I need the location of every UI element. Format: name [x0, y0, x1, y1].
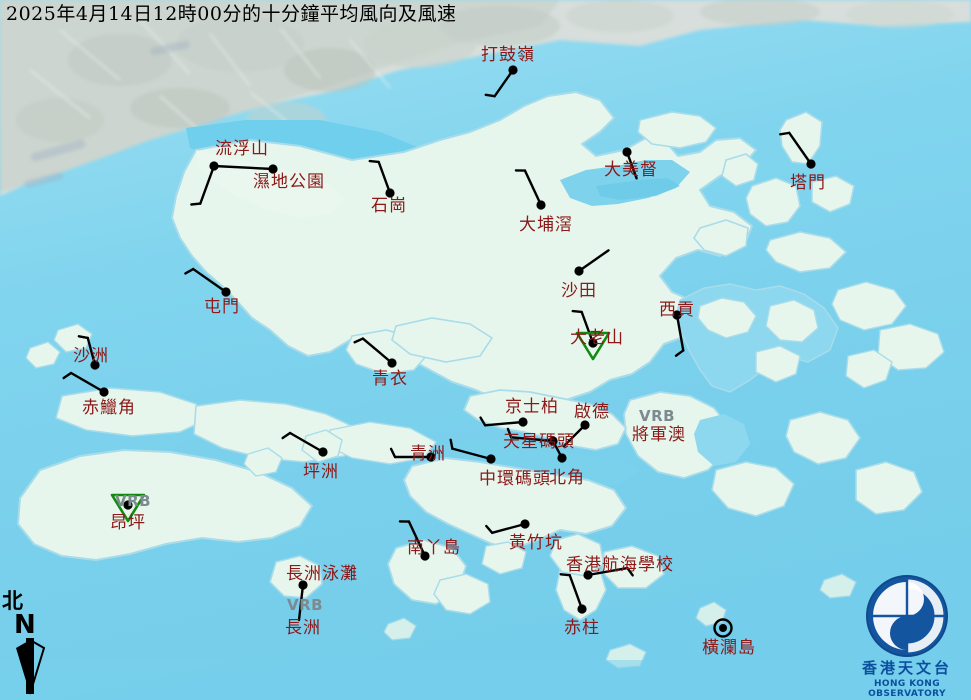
- station-label-shek-kong: 石崗: [371, 196, 407, 216]
- chek-lap-kok-airport: [55, 387, 208, 437]
- vrb-label-tseung-kwan-o: VRB: [639, 407, 676, 425]
- station-label-wong-chuk-hang: 黃竹坑: [509, 533, 563, 553]
- station-label-ta-kwu-ling: 打鼓嶺: [481, 45, 535, 65]
- vrb-label-cheung-chau: VRB: [287, 596, 324, 614]
- station-label-sha-tin: 沙田: [561, 281, 597, 301]
- mainland-satellite-area: [0, 0, 971, 196]
- station-label-central-pier: 中環碼頭: [479, 469, 551, 489]
- station-label-cheung-chau: 長洲: [285, 618, 321, 638]
- station-label-star-ferry: 天星碼頭: [503, 432, 575, 452]
- station-label-tseung-kwan-o: 將軍澳: [632, 425, 686, 445]
- hong-kong-island: [402, 456, 628, 550]
- station-label-lau-fau-shan: 流浮山: [215, 139, 269, 159]
- hko-name-en: HONG KONG OBSERVATORY: [868, 679, 946, 699]
- station-label-kai-tak: 啟德: [574, 402, 610, 422]
- station-label-tsing-yi: 青衣: [372, 369, 408, 389]
- station-label-peng-chau: 坪洲: [303, 462, 339, 482]
- station-label-sha-chau: 沙洲: [73, 346, 109, 366]
- station-label-stanley: 赤柱: [564, 618, 600, 638]
- vrb-label-ngong-ping: VRB: [115, 492, 152, 510]
- compass-needle-icon: [16, 638, 46, 695]
- station-label-cheung-chau-beach: 長洲泳灘: [286, 564, 358, 584]
- station-label-tai-mei-tuk: 大美督: [604, 160, 658, 180]
- station-label-wetland-park: 濕地公園: [253, 172, 325, 192]
- station-label-tuen-mun: 屯門: [204, 297, 240, 317]
- station-label-tates-cairn: 大老山: [570, 328, 624, 348]
- cheung-chau-island: [269, 555, 323, 599]
- hko-logo: 香港天文台 HONG KONG OBSERVATORY: [843, 572, 971, 700]
- page-title: 2025年4月14日12時00分的十分鐘平均風向及風速: [6, 3, 457, 25]
- station-label-lamma-island: 南丫島: [407, 538, 461, 558]
- compass-label-cn: 北: [2, 588, 23, 613]
- station-label-sai-kung: 西貢: [659, 300, 695, 320]
- hko-name-cn: 香港天文台: [861, 659, 952, 677]
- station-label-tap-mun: 塔門: [790, 173, 826, 193]
- compass-label-en: N: [14, 610, 36, 640]
- map-title-bar: 2025年4月14日12時00分的十分鐘平均風向及風速: [0, 0, 971, 28]
- station-label-chek-lap-kok: 赤鱲角: [82, 398, 136, 418]
- lantau-island: [16, 448, 314, 562]
- station-label-sea-school: 香港航海學校: [566, 555, 674, 575]
- hko-emblem-icon: [866, 575, 948, 657]
- station-label-north-point: 北角: [549, 468, 585, 488]
- station-label-waglan-island: 橫瀾島: [702, 638, 756, 658]
- compass-rose: 北 N: [2, 590, 62, 700]
- station-label-green-island: 青洲: [410, 444, 446, 464]
- station-label-kings-park: 京士柏: [505, 397, 559, 417]
- station-label-tai-po-kau: 大埔滘: [519, 215, 573, 235]
- station-label-ngong-ping: 昂坪: [110, 513, 146, 533]
- sai-kung-area: [675, 281, 945, 393]
